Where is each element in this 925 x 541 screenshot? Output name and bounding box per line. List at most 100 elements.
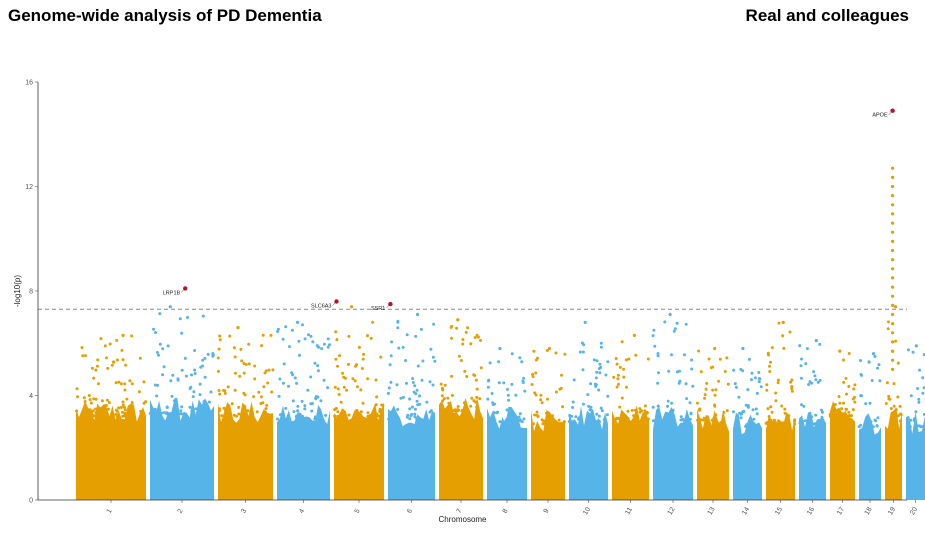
leader-line-apoe — [888, 110, 893, 115]
data-point — [97, 382, 100, 386]
data-point — [777, 321, 781, 325]
data-point — [686, 420, 690, 424]
data-point — [117, 406, 121, 410]
data-point — [282, 362, 286, 366]
data-point — [470, 396, 474, 400]
data-point — [766, 351, 770, 355]
data-point — [699, 370, 703, 374]
data-point — [890, 420, 893, 424]
data-point — [284, 406, 288, 410]
data-point — [479, 366, 483, 370]
data-point — [301, 414, 304, 418]
chromosome-9-dense-band — [531, 409, 565, 500]
data-point — [193, 349, 197, 352]
data-point — [744, 403, 748, 407]
data-point — [703, 393, 707, 397]
data-point — [625, 385, 628, 389]
data-point — [486, 385, 490, 389]
data-point — [842, 401, 845, 405]
data-point — [339, 400, 343, 404]
data-point — [586, 393, 590, 397]
data-point — [922, 386, 925, 390]
data-point — [199, 365, 203, 369]
data-point — [657, 371, 661, 375]
data-point — [465, 375, 469, 378]
data-point — [922, 353, 925, 357]
data-point — [602, 418, 606, 422]
data-point — [562, 421, 566, 425]
data-point — [457, 354, 461, 358]
data-point — [276, 327, 280, 331]
data-point — [572, 378, 576, 382]
data-point — [492, 411, 496, 415]
x-tick-label-5: 5 — [354, 508, 362, 515]
data-point — [545, 411, 549, 415]
data-point — [431, 355, 435, 359]
data-point — [139, 409, 143, 413]
data-point — [240, 359, 244, 363]
data-point — [723, 370, 727, 373]
data-point — [908, 425, 912, 429]
data-point — [844, 414, 848, 418]
data-point — [557, 418, 561, 422]
data-point — [148, 411, 152, 415]
data-point — [408, 397, 412, 401]
data-point — [175, 412, 179, 416]
data-point — [595, 359, 599, 363]
data-point — [120, 348, 124, 352]
data-point — [851, 408, 855, 412]
data-point — [651, 334, 655, 338]
data-point — [276, 330, 280, 333]
data-point — [757, 380, 761, 384]
data-point — [512, 417, 516, 421]
page-title: Genome-wide analysis of PD Dementia — [8, 6, 322, 25]
data-point — [896, 361, 900, 365]
data-point — [776, 381, 780, 385]
data-point — [429, 347, 433, 351]
data-point — [92, 397, 96, 401]
data-point — [475, 405, 479, 409]
y-tick-label-16: 16 — [25, 80, 33, 87]
data-point — [404, 359, 408, 362]
data-point — [347, 334, 351, 338]
data-point — [510, 382, 514, 386]
data-point — [873, 355, 877, 358]
data-point — [233, 355, 237, 359]
data-point — [202, 400, 206, 403]
data-point — [176, 378, 180, 382]
data-point — [300, 399, 304, 403]
locus-point — [891, 367, 895, 371]
data-point — [297, 417, 301, 421]
data-point — [232, 346, 236, 350]
x-tick-label-3: 3 — [240, 508, 248, 515]
data-point — [860, 394, 863, 398]
data-point — [632, 414, 636, 418]
data-point — [510, 352, 514, 356]
data-point — [511, 414, 515, 418]
data-point — [425, 400, 429, 404]
data-point — [115, 358, 119, 362]
data-point — [123, 411, 127, 415]
data-point — [429, 409, 433, 413]
data-point — [833, 403, 837, 406]
locus-point — [891, 212, 895, 216]
data-point — [865, 424, 869, 428]
data-point — [690, 358, 694, 362]
data-point — [287, 384, 290, 388]
chromosome-2-dense-band — [150, 398, 214, 500]
data-point — [619, 417, 623, 421]
data-point — [600, 409, 604, 413]
x-tick-label-19: 19 — [887, 506, 897, 516]
data-point — [812, 370, 816, 374]
data-point — [887, 394, 891, 398]
data-point — [656, 381, 660, 385]
leader-line-lrp1b — [181, 288, 186, 293]
data-point — [684, 382, 688, 386]
data-point — [198, 393, 202, 397]
data-point — [319, 399, 323, 403]
peak-point — [741, 346, 745, 351]
data-point — [343, 376, 347, 380]
data-point — [906, 348, 910, 352]
gene-label-slc6a3: SLC6A3 — [311, 303, 332, 309]
data-point — [278, 413, 282, 417]
